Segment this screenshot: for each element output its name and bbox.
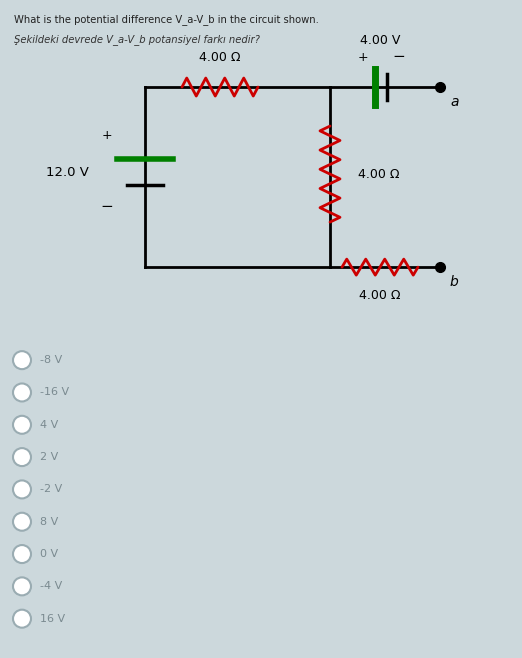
Circle shape bbox=[13, 480, 31, 498]
Text: −: − bbox=[101, 199, 113, 214]
Text: 2 V: 2 V bbox=[40, 452, 58, 462]
Text: -4 V: -4 V bbox=[40, 582, 62, 592]
Text: b: b bbox=[450, 275, 459, 289]
Circle shape bbox=[13, 513, 31, 531]
Text: Şekildeki devrede V_a-V_b potansiyel farkı nedir?: Şekildeki devrede V_a-V_b potansiyel far… bbox=[14, 34, 260, 45]
Circle shape bbox=[13, 384, 31, 401]
Circle shape bbox=[13, 448, 31, 466]
Text: −: − bbox=[393, 49, 406, 64]
Text: 4.00 Ω: 4.00 Ω bbox=[199, 51, 241, 64]
Text: +: + bbox=[102, 129, 112, 142]
Text: -16 V: -16 V bbox=[40, 388, 69, 397]
Text: 4.00 V: 4.00 V bbox=[360, 34, 400, 47]
Text: 4 V: 4 V bbox=[40, 420, 58, 430]
Circle shape bbox=[13, 416, 31, 434]
Circle shape bbox=[13, 577, 31, 595]
Text: 8 V: 8 V bbox=[40, 517, 58, 527]
Circle shape bbox=[13, 545, 31, 563]
Text: a: a bbox=[450, 95, 458, 109]
Text: -2 V: -2 V bbox=[40, 484, 62, 494]
Text: 12.0 V: 12.0 V bbox=[45, 166, 88, 178]
Text: What is the potential difference V_a-V_b in the circuit shown.: What is the potential difference V_a-V_b… bbox=[14, 14, 319, 25]
Text: +: + bbox=[358, 51, 369, 64]
Text: 4.00 Ω: 4.00 Ω bbox=[359, 289, 401, 302]
Circle shape bbox=[13, 351, 31, 369]
Text: 4.00 Ω: 4.00 Ω bbox=[358, 168, 399, 180]
Text: 0 V: 0 V bbox=[40, 549, 58, 559]
Text: -8 V: -8 V bbox=[40, 355, 62, 365]
Circle shape bbox=[13, 610, 31, 628]
Text: 16 V: 16 V bbox=[40, 614, 65, 624]
